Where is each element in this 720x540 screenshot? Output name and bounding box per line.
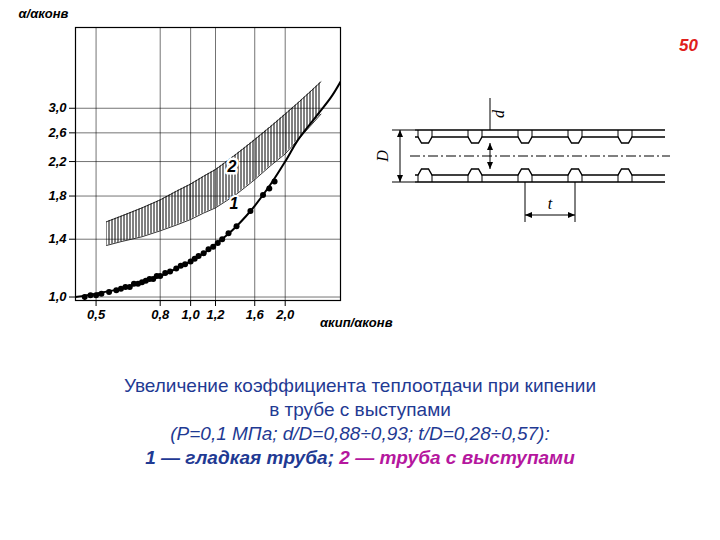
- svg-text:D: D: [374, 150, 391, 163]
- html-text:(P=0,1 МПа; d/D=0,88÷0,93; t/D: (P=0,1 МПа; d/D=0,88÷0,93; t/D=0,28÷0,57…: [170, 423, 550, 444]
- svg-text:1,8: 1,8: [48, 188, 67, 203]
- svg-text:t: t: [548, 195, 553, 212]
- svg-text:2,0: 2,0: [275, 307, 295, 322]
- svg-text:2: 2: [226, 158, 236, 175]
- html-text:Увеличение коэффициента теплоо: Увеличение коэффициента теплоотдачи при …: [123, 375, 597, 396]
- svg-text:1,4: 1,4: [48, 231, 67, 246]
- svg-text:α/αконв: α/αконв: [19, 6, 69, 21]
- svg-text:1,6: 1,6: [246, 307, 265, 322]
- html-text:в трубе с выступами: в трубе с выступами: [269, 399, 451, 420]
- svg-text:1,0: 1,0: [182, 307, 201, 322]
- svg-text:0,8: 0,8: [151, 307, 170, 322]
- svg-text:αкип/αконв: αкип/αконв: [320, 315, 393, 330]
- svg-text:d: d: [490, 109, 507, 118]
- svg-text:2,2: 2,2: [47, 154, 67, 169]
- svg-text:3,0: 3,0: [48, 100, 67, 115]
- svg-text:1,2: 1,2: [206, 307, 225, 322]
- svg-text:1,0: 1,0: [48, 289, 67, 304]
- svg-text:1: 1: [229, 195, 238, 212]
- html-text:50: 50: [679, 36, 698, 55]
- svg-text:0,5: 0,5: [87, 307, 106, 322]
- html-text:1 — гладкая труба; 2 — труба с: 1 — гладкая труба; 2 — труба с выступами: [145, 447, 575, 468]
- svg-text:2,6: 2,6: [47, 125, 67, 140]
